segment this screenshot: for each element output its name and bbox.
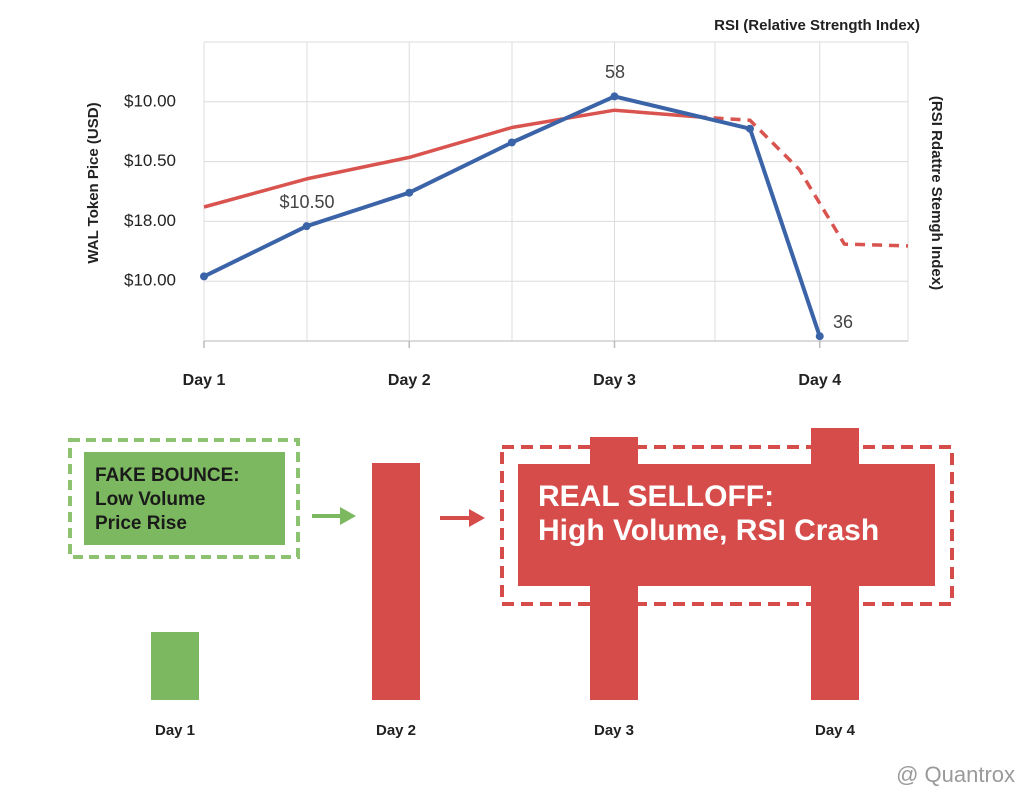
x-tick-label: Day 4 bbox=[815, 722, 856, 739]
annotation-line: REAL SELLOFF: bbox=[538, 480, 774, 513]
point bbox=[507, 138, 516, 147]
annotation: $10.50 bbox=[279, 192, 334, 212]
point bbox=[745, 124, 754, 133]
rsi-projection-line bbox=[696, 115, 909, 248]
fake-bounce-box bbox=[84, 452, 285, 545]
volume-bars bbox=[151, 428, 859, 700]
chart-title: RSI (Relative Strength Index) bbox=[714, 17, 920, 34]
x-tick-label: Day 3 bbox=[594, 722, 634, 739]
real-selloff-box bbox=[518, 464, 935, 586]
watermark: @ Quantrox bbox=[896, 762, 1015, 787]
x-tick-label: Day 3 bbox=[593, 372, 636, 389]
y-axis-label: WAL Token Pice (USD) bbox=[85, 102, 102, 263]
volume-bar bbox=[590, 437, 638, 700]
x-tick-label: Day 2 bbox=[376, 722, 416, 739]
y-tick-label: $10.00 bbox=[124, 91, 176, 110]
annotation-line: Price Rise bbox=[95, 513, 187, 534]
x-tick-label: Day 4 bbox=[798, 372, 841, 389]
y2-axis-label: (RSI Rdattre Stemgh Index) bbox=[928, 96, 945, 290]
volume-bar bbox=[151, 632, 199, 700]
point bbox=[302, 222, 311, 231]
fake-bounce-frame bbox=[68, 438, 300, 559]
y-tick-label: $18.00 bbox=[124, 211, 176, 230]
notes: 58 $10.50 36 FAKE BOUNCE: Low Volume Price Ri… bbox=[95, 62, 879, 547]
volume-bar bbox=[372, 463, 420, 700]
y-tick-label: $10.50 bbox=[124, 151, 176, 170]
annotation: 36 bbox=[833, 312, 853, 332]
x-tick-label: Day 1 bbox=[155, 722, 195, 739]
x-tick-label: Day 2 bbox=[388, 372, 431, 389]
point bbox=[815, 332, 824, 341]
annotation-line: FAKE BOUNCE: bbox=[95, 465, 240, 486]
annotation-line: Low Volume bbox=[95, 489, 205, 510]
point bbox=[405, 188, 414, 197]
annotation-line: High Volume, RSI Crash bbox=[538, 514, 879, 547]
arrow-head bbox=[340, 507, 356, 525]
arrow-head bbox=[469, 509, 485, 527]
volume-bar bbox=[811, 428, 859, 700]
grid bbox=[203, 41, 909, 341]
y-tick-label: $10.00 bbox=[124, 271, 176, 290]
annotation: 58 bbox=[605, 62, 625, 82]
point bbox=[610, 92, 619, 101]
price-line bbox=[203, 108, 697, 209]
point bbox=[200, 272, 208, 281]
x-tick-label: Day 1 bbox=[183, 372, 226, 389]
